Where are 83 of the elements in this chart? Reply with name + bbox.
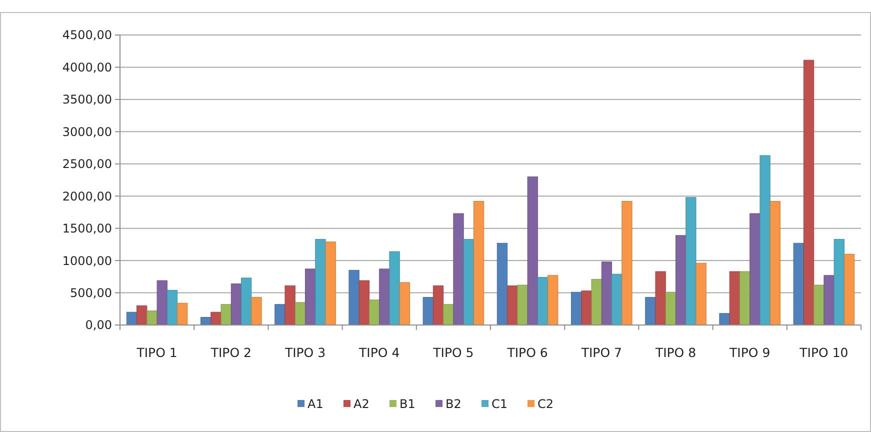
bar <box>844 254 855 326</box>
legend-label: C2 <box>538 397 554 411</box>
bar <box>676 235 686 326</box>
bar <box>548 275 558 326</box>
bar <box>581 290 592 326</box>
bar <box>241 278 252 326</box>
bar <box>294 302 306 326</box>
x-tick-label: TIPO 10 <box>798 345 848 360</box>
y-tick-label: 4500,00 <box>62 28 112 42</box>
bar <box>496 242 508 326</box>
bar <box>696 262 706 326</box>
x-tick-label: TIPO 7 <box>580 345 622 360</box>
x-tick-label: TIPO 1 <box>136 345 178 360</box>
bar <box>166 290 178 326</box>
bar <box>750 213 760 326</box>
y-tick-label: 1000,00 <box>62 254 112 268</box>
bar <box>814 284 824 326</box>
bar <box>507 285 518 326</box>
bar <box>443 304 454 326</box>
bar <box>473 201 484 326</box>
bar <box>230 284 242 326</box>
x-tick-label: TIPO 2 <box>210 345 252 360</box>
y-tick-label: 2000,00 <box>62 189 112 204</box>
bar <box>760 155 770 326</box>
x-tick-label: TIPO 9 <box>728 345 770 360</box>
bar <box>686 197 696 326</box>
bar <box>284 285 296 326</box>
bar <box>358 280 370 326</box>
legend-label: A2 <box>354 397 370 411</box>
bar <box>719 313 730 326</box>
y-tick-label: 500,00 <box>70 286 112 300</box>
bar <box>389 251 400 326</box>
y-tick-label: 1500,00 <box>62 222 112 236</box>
bar <box>612 274 622 326</box>
x-tick-label: TIPO 4 <box>358 345 400 360</box>
bar <box>803 60 814 326</box>
bar <box>655 271 666 326</box>
bar <box>537 277 548 326</box>
x-tick-label: TIPO 5 <box>432 345 474 360</box>
bar <box>622 201 632 326</box>
bar <box>146 310 158 326</box>
y-tick-label: 4000,00 <box>62 60 112 74</box>
bar <box>315 239 326 326</box>
bar <box>251 297 262 326</box>
x-tick-label: TIPO 3 <box>284 345 326 360</box>
legend-label: B2 <box>446 397 462 411</box>
bar <box>379 268 390 326</box>
bar <box>527 176 538 326</box>
legend-label: A1 <box>308 397 324 411</box>
y-tick-label: 3500,00 <box>62 92 112 107</box>
bar <box>136 305 148 326</box>
bar <box>463 239 474 326</box>
bar <box>220 304 232 326</box>
bar <box>156 280 168 326</box>
bar <box>432 285 444 326</box>
x-tick-label: TIPO 8 <box>654 345 696 360</box>
bar <box>729 271 740 326</box>
bar <box>793 242 804 326</box>
bar <box>645 297 656 326</box>
bar <box>571 292 582 326</box>
bar <box>453 213 464 326</box>
y-tick-label: 3000,00 <box>62 124 112 139</box>
bar <box>325 242 336 326</box>
bar <box>824 275 834 326</box>
bar <box>422 297 434 326</box>
bar <box>770 201 780 326</box>
bar <box>274 304 286 326</box>
y-tick-label: 0,00 <box>85 318 112 332</box>
bar <box>601 262 612 326</box>
bar <box>591 278 602 326</box>
bar <box>739 271 750 326</box>
legend-label: C1 <box>492 397 508 411</box>
bar <box>305 268 316 326</box>
legend-label: B1 <box>400 397 416 411</box>
bar <box>177 302 188 326</box>
bar <box>834 239 844 326</box>
bar <box>399 282 410 326</box>
bar <box>348 270 360 326</box>
x-tick-label: TIPO 6 <box>506 345 548 360</box>
y-tick-label: 2500,00 <box>62 157 112 172</box>
bar <box>517 284 528 326</box>
bar <box>665 292 676 326</box>
bar <box>368 300 380 326</box>
